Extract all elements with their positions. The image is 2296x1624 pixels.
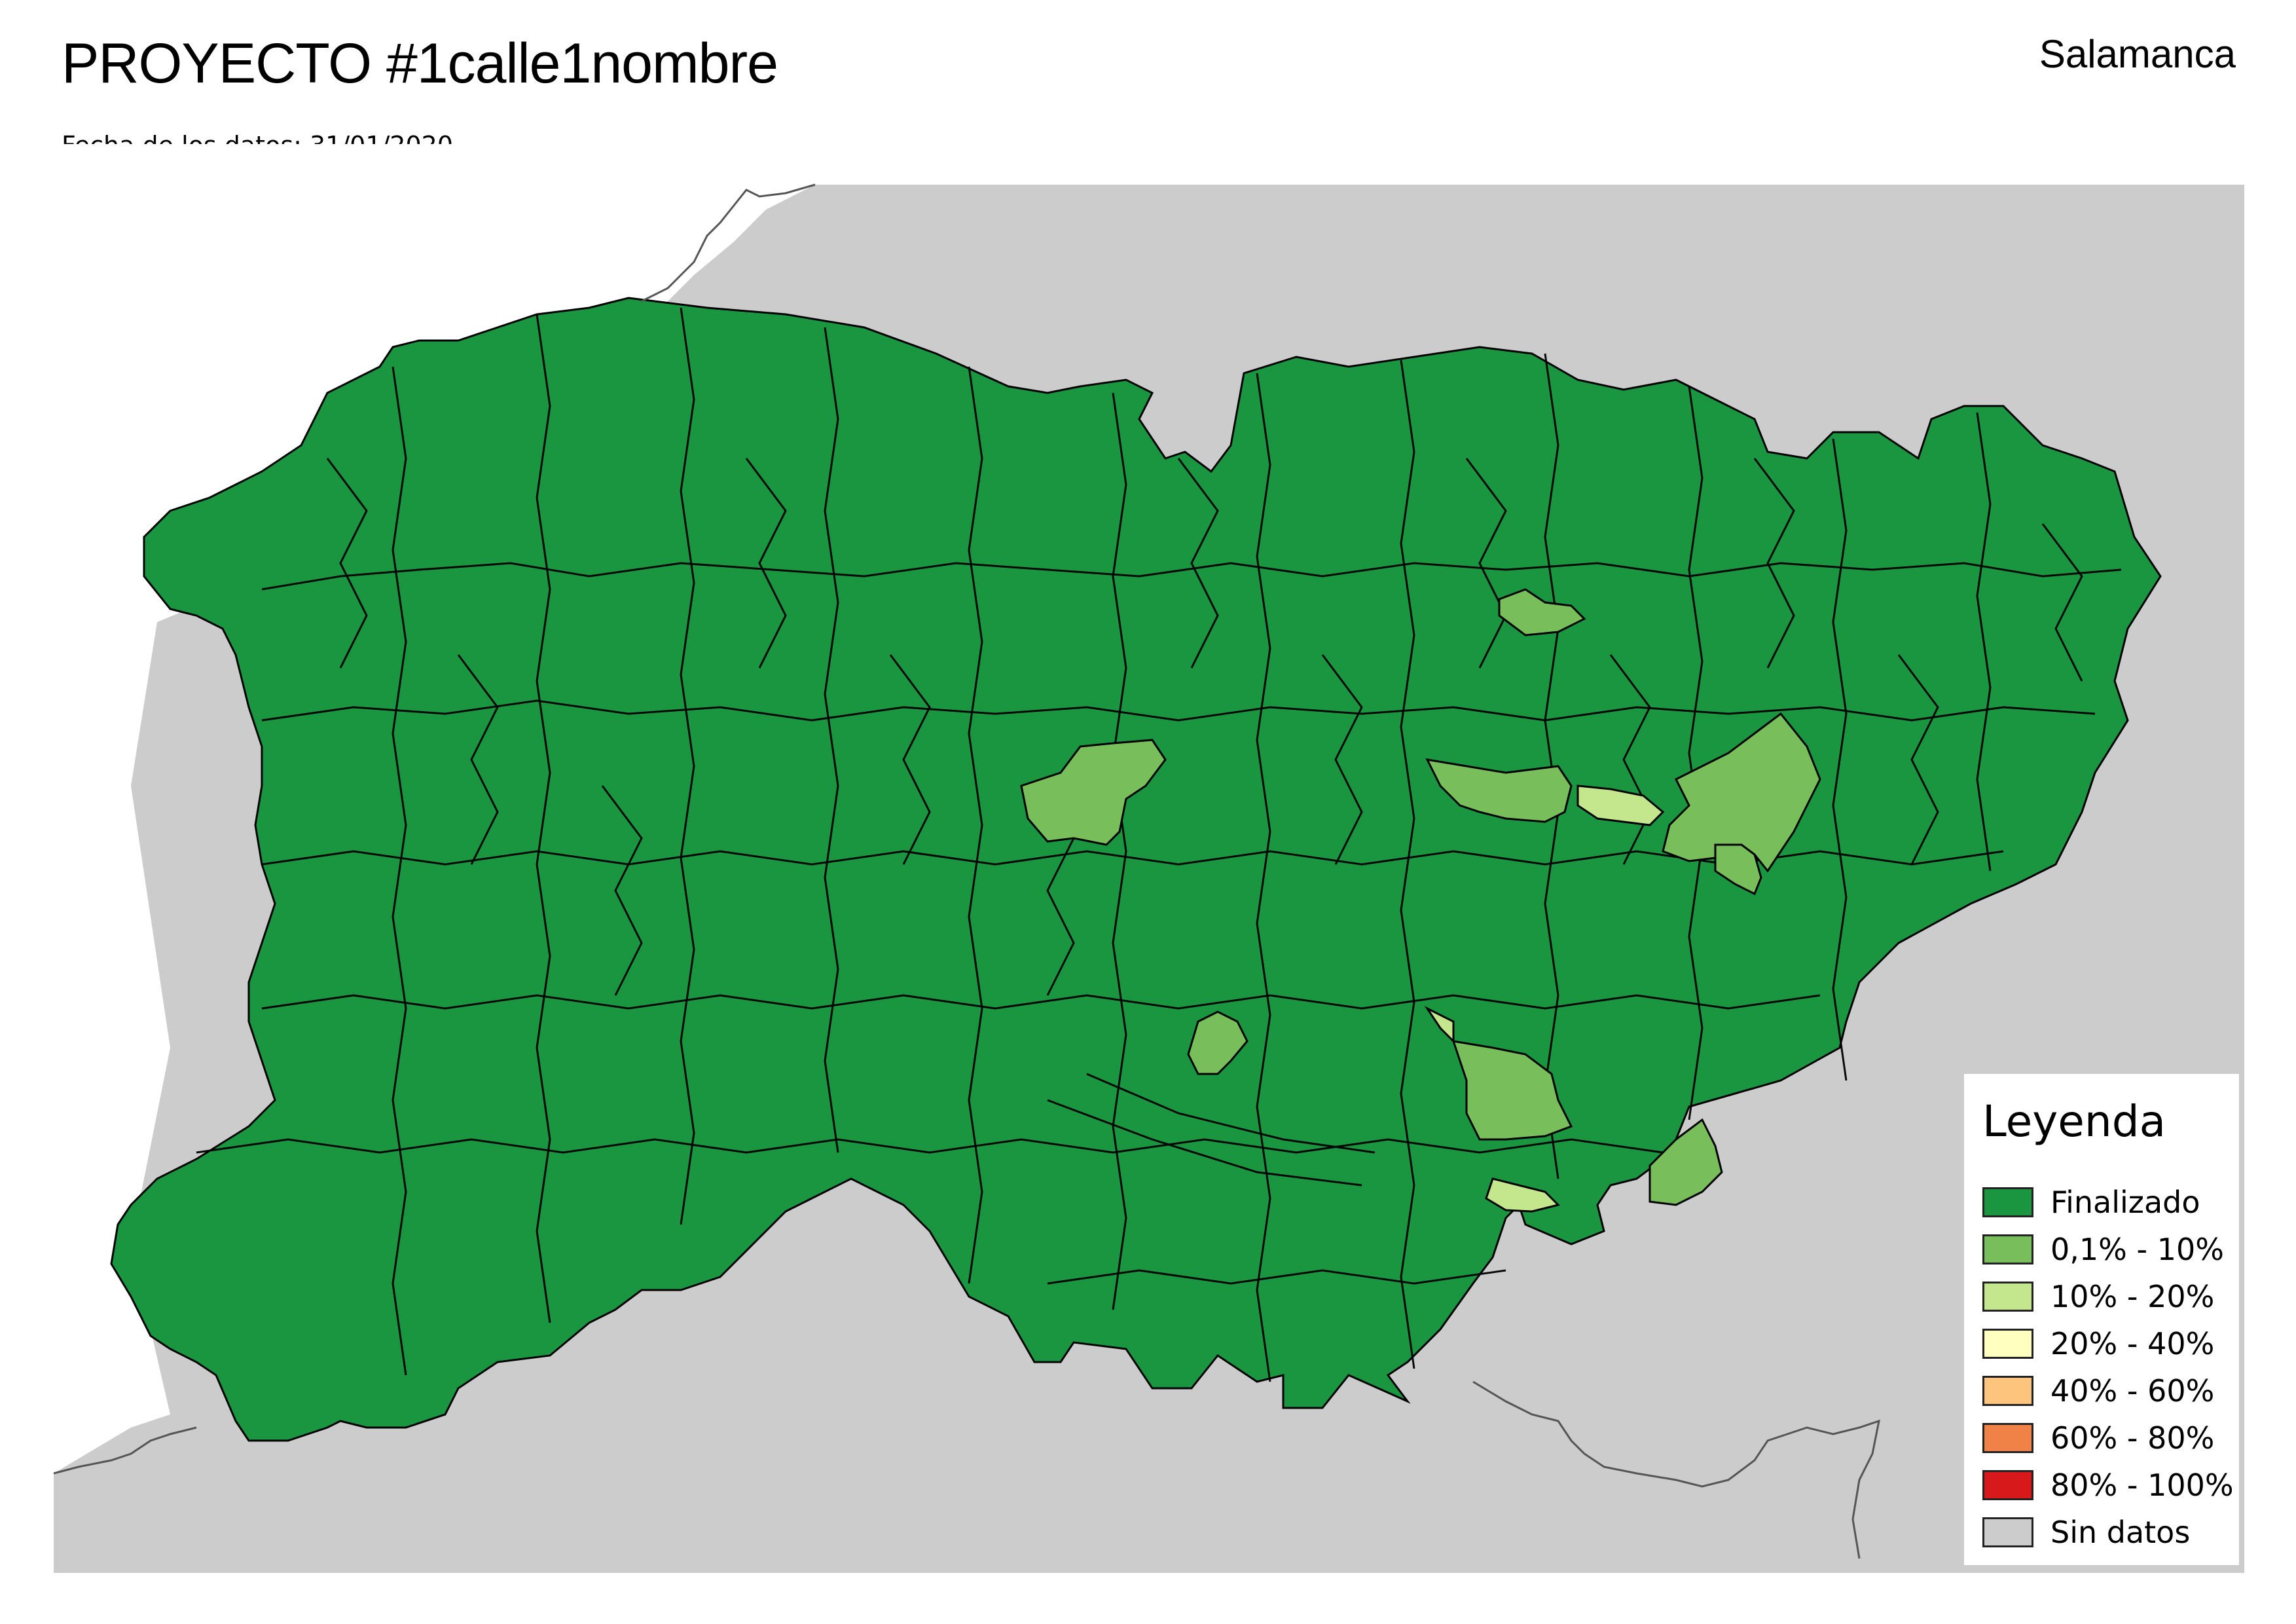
legend-swatch bbox=[1982, 1234, 2033, 1264]
legend-label: 40% - 60% bbox=[2050, 1373, 2215, 1409]
legend-label: 10% - 20% bbox=[2050, 1279, 2215, 1314]
legend-swatch bbox=[1982, 1187, 2033, 1217]
legend-item: 40% - 60% bbox=[1982, 1373, 2215, 1409]
legend-label: Sin datos bbox=[2050, 1515, 2191, 1550]
legend-swatch bbox=[1982, 1376, 2033, 1406]
municipalities-0-10 bbox=[1020, 588, 1821, 1206]
province-name: Salamanca bbox=[2039, 32, 2236, 76]
municipalities-10-20 bbox=[1424, 784, 1665, 1213]
outside-area-top bbox=[54, 144, 2244, 185]
legend-swatch bbox=[1982, 1282, 2033, 1312]
legend-item: Sin datos bbox=[1982, 1515, 2191, 1550]
legend-swatch bbox=[1982, 1423, 2033, 1453]
page-title: PROYECTO #1calle1nombre bbox=[62, 32, 778, 95]
legend-swatch bbox=[1982, 1329, 2033, 1359]
municipalities-finalizado bbox=[110, 297, 2162, 1442]
legend-label: Finalizado bbox=[2050, 1185, 2200, 1220]
external-borders bbox=[53, 183, 1880, 1559]
legend-item: 80% - 100% bbox=[1982, 1467, 2234, 1503]
legend-label: 60% - 80% bbox=[2050, 1420, 2215, 1456]
legend-title: Leyenda bbox=[1982, 1096, 2166, 1147]
legend-item: 60% - 80% bbox=[1982, 1420, 2215, 1456]
legend-item: 0,1% - 10% bbox=[1982, 1232, 2224, 1267]
legend-swatch bbox=[1982, 1470, 2033, 1500]
legend-label: 80% - 100% bbox=[2050, 1467, 2234, 1503]
legend: Leyenda Finalizado 0,1% - 10% 10% - 20% 20%… bbox=[1964, 1074, 2239, 1565]
legend-item: Finalizado bbox=[1982, 1185, 2200, 1220]
legend-item: 10% - 20% bbox=[1982, 1279, 2215, 1314]
legend-item: 20% - 40% bbox=[1982, 1326, 2215, 1361]
municipality-boundaries bbox=[196, 307, 2122, 1382]
legend-swatch bbox=[1982, 1517, 2033, 1547]
legend-label: 20% - 40% bbox=[2050, 1326, 2215, 1361]
legend-label: 0,1% - 10% bbox=[2050, 1232, 2224, 1267]
